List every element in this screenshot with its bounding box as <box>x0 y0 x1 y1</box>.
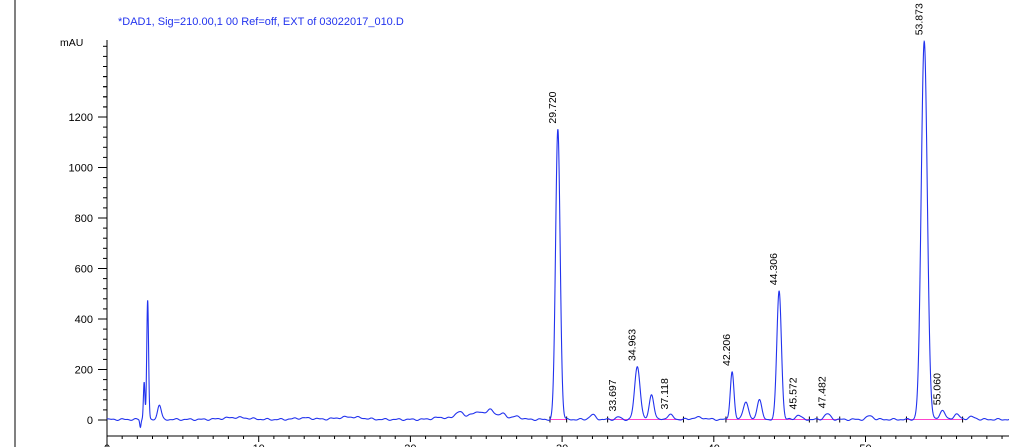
signal-trace <box>106 39 1009 429</box>
peak-label-45.572: 45.572 <box>787 377 799 409</box>
peak-label-47.482: 47.482 <box>816 376 828 408</box>
peak-label-33.697: 33.697 <box>607 379 619 411</box>
peak-labels: 29.720 33.697 34.963 37.118 42.206 44.306 45.5… <box>547 3 943 411</box>
y-ticks: 0 200 400 600 800 1000 1200 <box>69 45 107 427</box>
peak-label-42.206: 42.206 <box>721 334 733 366</box>
x-tick-label-0: 0 <box>104 443 110 447</box>
peak-label-44.306: 44.306 <box>768 253 780 285</box>
y-tick-label-0: 0 <box>87 415 93 427</box>
x-tick-label-50: 50 <box>859 443 871 447</box>
x-tick-label-10: 10 <box>253 443 265 447</box>
y-tick-label-1000: 1000 <box>69 163 93 175</box>
x-tick-label-30: 30 <box>556 443 568 447</box>
y-tick-label-400: 400 <box>75 314 93 326</box>
y-tick-label-600: 600 <box>75 264 93 276</box>
peak-label-34.963: 34.963 <box>626 329 638 361</box>
peak-label-29.720: 29.720 <box>547 91 559 123</box>
chart-title: *DAD1, Sig=210.00,1 00 Ref=off, EXT of 0… <box>118 16 404 28</box>
x-ticks: 0102030405060 <box>104 436 1003 447</box>
y-tick-label-1200: 1200 <box>69 112 93 124</box>
y-tick-label-200: 200 <box>75 365 93 377</box>
integration-baseline <box>549 416 964 423</box>
x-tick-label-40: 40 <box>708 443 720 447</box>
peak-label-55.060: 55.060 <box>931 373 943 405</box>
peak-label-53.873: 53.873 <box>913 3 925 35</box>
peak-label-37.118: 37.118 <box>659 378 671 409</box>
x-tick-label-20: 20 <box>404 443 416 447</box>
y-axis-label: mAU <box>60 37 83 49</box>
y-tick-label-800: 800 <box>75 213 93 225</box>
